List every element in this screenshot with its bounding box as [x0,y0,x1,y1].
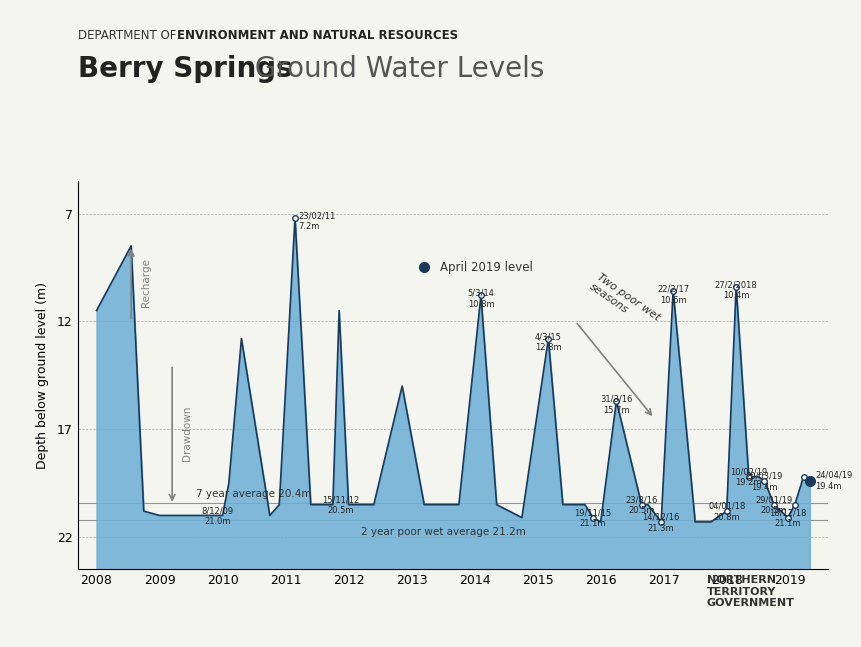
Text: 15/11/12
20.5m: 15/11/12 20.5m [322,496,359,516]
Text: 22/2/17
10.6m: 22/2/17 10.6m [656,285,689,305]
Text: 19/11/15
21.1m: 19/11/15 21.1m [573,509,611,529]
Text: 10/02/19
19.2m: 10/02/19 19.2m [729,467,766,487]
Text: 5/3/14
10.8m: 5/3/14 10.8m [467,289,493,309]
Y-axis label: Depth below ground level (m): Depth below ground level (m) [35,281,48,469]
Text: 29/01/19
20.5m: 29/01/19 20.5m [754,496,791,516]
Text: 27/2/2018
10.4m: 27/2/2018 10.4m [714,280,757,300]
Text: 18/12/18
21.1m: 18/12/18 21.1m [768,509,806,529]
Text: 04/01/18
20.8m: 04/01/18 20.8m [707,502,745,522]
Text: 4/3/15
12.8m: 4/3/15 12.8m [535,332,561,352]
Text: 2 year poor wet average 21.2m: 2 year poor wet average 21.2m [360,527,525,537]
Text: Recharge: Recharge [140,258,151,307]
Text: 23/8/16
20.5m: 23/8/16 20.5m [625,496,657,516]
Text: 23/02/11
7.2m: 23/02/11 7.2m [298,212,335,232]
Text: Berry Springs: Berry Springs [77,55,292,83]
Text: NORTHERN
TERRITORY
GOVERNMENT: NORTHERN TERRITORY GOVERNMENT [706,575,794,608]
Text: Two poor wet
seasons: Two poor wet seasons [587,272,660,332]
Text: 14/12/16
21.3m: 14/12/16 21.3m [641,512,679,532]
Text: 31/3/16
15.7m: 31/3/16 15.7m [599,395,632,415]
Text: ENVIRONMENT AND NATURAL RESOURCES: ENVIRONMENT AND NATURAL RESOURCES [177,29,457,42]
Text: DEPARTMENT OF: DEPARTMENT OF [77,29,179,42]
Text: Ground Water Levels: Ground Water Levels [245,55,543,83]
Text: 8/12/09
21.0m: 8/12/09 21.0m [201,506,233,526]
Text: April 2019 level: April 2019 level [439,261,532,274]
Text: Drawdown: Drawdown [182,406,191,461]
Text: 20/03/19
19.4m: 20/03/19 19.4m [745,472,783,492]
Text: 24/04/19
19.4m: 24/04/19 19.4m [814,471,852,491]
Text: 7 year average 20.4m: 7 year average 20.4m [196,489,312,499]
